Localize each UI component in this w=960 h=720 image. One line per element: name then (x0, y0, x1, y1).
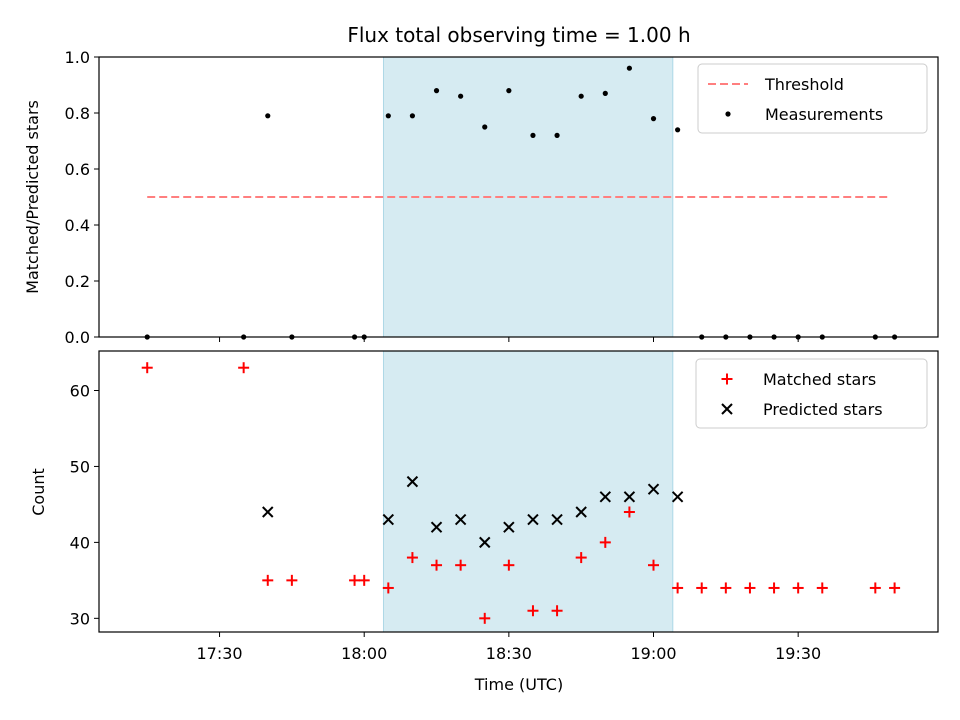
measurement-point (530, 132, 536, 138)
legend-threshold-label: Threshold (764, 75, 844, 94)
measurement-point (385, 113, 391, 119)
predicted-star-point (527, 513, 539, 526)
bottom-y-axis-label: Count (29, 468, 48, 516)
predicted-star-point (599, 491, 612, 503)
top-y-tick-label: 0.4 (65, 216, 90, 235)
matched-star-point (744, 582, 756, 594)
bottom-y-tick-label: 60 (70, 381, 90, 400)
matched-star-point (672, 582, 684, 594)
matched-star-point (599, 536, 611, 548)
bottom-plot-frame (98, 350, 939, 633)
bottom-panel: 30 40 50 60 17:30 18:00 18:30 19:00 19:30 Matched… (70, 350, 939, 663)
measurement-point (578, 93, 584, 99)
matched-star-point (527, 605, 539, 617)
measurement-point (554, 132, 560, 138)
matched-star-point (720, 582, 732, 594)
matched-star-point (431, 559, 443, 571)
bottom-y-tick-label: 30 (70, 609, 90, 628)
matched-star-point (575, 552, 587, 564)
matched-star-point (479, 612, 491, 624)
predicted-star-point (551, 513, 563, 526)
predicted-star-point (262, 506, 274, 518)
measurement-point (409, 113, 416, 119)
matched-star-point (792, 582, 804, 594)
predicted-star-point (382, 513, 395, 526)
predicted-star-point (647, 483, 660, 495)
predicted-star-point (406, 475, 419, 488)
top-legend-box (697, 63, 928, 134)
matched-star-point (286, 574, 298, 586)
measurement-point (650, 116, 657, 122)
bottom-y-tick-label: 50 (70, 457, 90, 476)
observing-window-shade (382, 56, 674, 338)
predicted-star-point (575, 506, 587, 518)
predicted-star-point (623, 491, 636, 503)
legend-matched-label: Matched stars (763, 370, 876, 389)
bottom-x-tick-label: 19:30 (775, 644, 821, 663)
top-y-tick-label: 0.0 (65, 328, 90, 347)
bottom-x-tick-label: 19:00 (630, 644, 676, 663)
measurement-point (458, 93, 464, 99)
bottom-legend: Matched stars Predicted stars (695, 358, 928, 429)
matched-star-point (349, 574, 361, 586)
top-legend: Threshold Measurements (697, 63, 928, 134)
predicted-star-point (671, 491, 684, 503)
measurement-point (265, 113, 271, 119)
matched-star-point (648, 559, 660, 571)
matched-star-point (141, 362, 153, 374)
matched-star-point (262, 574, 274, 586)
predicted-star-point (430, 521, 443, 533)
bottom-x-tick-label: 17:30 (196, 644, 242, 663)
matched-star-point (406, 552, 418, 564)
matched-star-point (889, 582, 901, 594)
measurement-point (506, 88, 512, 94)
chart-title: Flux total observing time = 1.00 h (347, 23, 690, 47)
top-plot-frame (98, 56, 939, 338)
measurement-point (626, 65, 633, 71)
predicted-star-point (454, 513, 467, 526)
matched-star-point (503, 559, 515, 571)
measurement-point (433, 88, 440, 94)
top-y-tick-label: 1.0 (65, 48, 90, 67)
bottom-x-tick-label: 18:00 (341, 644, 387, 663)
matched-star-point (696, 582, 708, 594)
observing-window-shade (382, 350, 674, 633)
x-axis-label: Time (UTC) (474, 675, 563, 694)
matched-star-point (455, 559, 467, 571)
matched-star-point (816, 582, 828, 594)
bottom-x-tick-label: 18:30 (486, 644, 532, 663)
matched-star-point (382, 582, 394, 594)
matched-star-point (623, 506, 635, 518)
measurement-point (675, 127, 681, 133)
matched-star-point (551, 605, 563, 617)
matched-star-point (358, 574, 370, 586)
top-panel: 0.0 0.2 0.4 0.6 0.8 1.0 Threshold Measurements (65, 48, 939, 347)
measurement-point (482, 124, 488, 130)
top-y-axis-label: Matched/Predicted stars (23, 100, 42, 294)
legend-measurements-label: Measurements (765, 105, 883, 124)
top-y-tick-label: 0.6 (65, 160, 90, 179)
predicted-star-point (479, 536, 491, 549)
top-y-tick-label: 0.8 (65, 104, 90, 123)
bottom-legend-box (695, 358, 928, 429)
legend-predicted-label: Predicted stars (763, 400, 883, 419)
top-y-tick-label: 0.2 (65, 272, 90, 291)
bottom-y-tick-label: 40 (70, 533, 90, 552)
matched-star-point (869, 582, 881, 594)
matched-star-point (238, 362, 250, 374)
measurement-point (602, 90, 608, 96)
legend-measurements-swatch (725, 111, 731, 117)
legend-predicted-swatch-b (721, 403, 733, 415)
matched-star-point (768, 582, 780, 594)
predicted-star-point (503, 521, 515, 533)
